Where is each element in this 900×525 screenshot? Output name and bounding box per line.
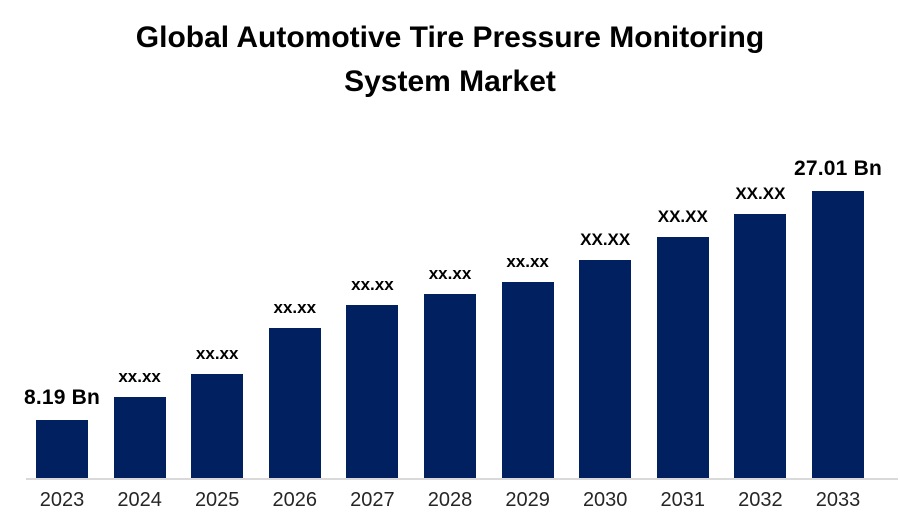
- bar-2027: [346, 305, 399, 478]
- x-axis-label-2023: 2023: [39, 489, 85, 511]
- bar-value-label-2023: 8.19 Bn: [23, 386, 101, 409]
- bar-value-label-2033: 27.01 Bn: [794, 157, 882, 180]
- bar-2033: [812, 191, 864, 478]
- bar-value-label-2025: xx.xx: [195, 344, 239, 363]
- chart-title-line-1: Global Automotive Tire Pressure Monitori…: [135, 21, 765, 54]
- x-axis-label-2025: 2025: [194, 489, 240, 511]
- x-axis-label-2027: 2027: [350, 489, 395, 511]
- bar-value-label-2031: XX.XX: [657, 207, 708, 226]
- bar-2026: [268, 328, 321, 478]
- bar-value-label-2029: xx.xx: [506, 252, 549, 271]
- chart-title: Global Automotive Tire Pressure Monitori…: [0, 16, 900, 104]
- x-axis-label-2024: 2024: [117, 489, 162, 511]
- bar-2023: [36, 420, 88, 478]
- x-axis-label-2032: 2032: [738, 489, 783, 511]
- bar-value-label-2027: xx.xx: [351, 275, 394, 294]
- x-axis-label-2029: 2029: [505, 489, 550, 511]
- x-axis-label-2028: 2028: [427, 489, 473, 511]
- bar-value-label-2032: XX.XX: [735, 184, 786, 203]
- x-axis-label-2033: 2033: [815, 489, 861, 511]
- x-axis-label-2030: 2030: [582, 489, 628, 511]
- bar-2024: [113, 397, 166, 478]
- bar-value-label-2026: xx.xx: [273, 298, 317, 317]
- bar-2029: [501, 282, 554, 478]
- bar-value-label-2024: xx.xx: [118, 367, 161, 386]
- bar-2031: [656, 237, 709, 478]
- bar-value-label-2028: xx.xx: [428, 264, 472, 283]
- x-axis-label-2031: 2031: [660, 489, 706, 511]
- chart-title-line-2: System Market: [344, 65, 556, 98]
- bar-2028: [424, 294, 476, 478]
- bar-2030: [579, 260, 632, 478]
- bar-2032: [734, 214, 787, 478]
- x-axis-label-2026: 2026: [272, 489, 318, 511]
- x-axis-line: [26, 478, 898, 480]
- bar-2025: [191, 374, 244, 478]
- bar-value-label-2030: XX.XX: [580, 230, 631, 249]
